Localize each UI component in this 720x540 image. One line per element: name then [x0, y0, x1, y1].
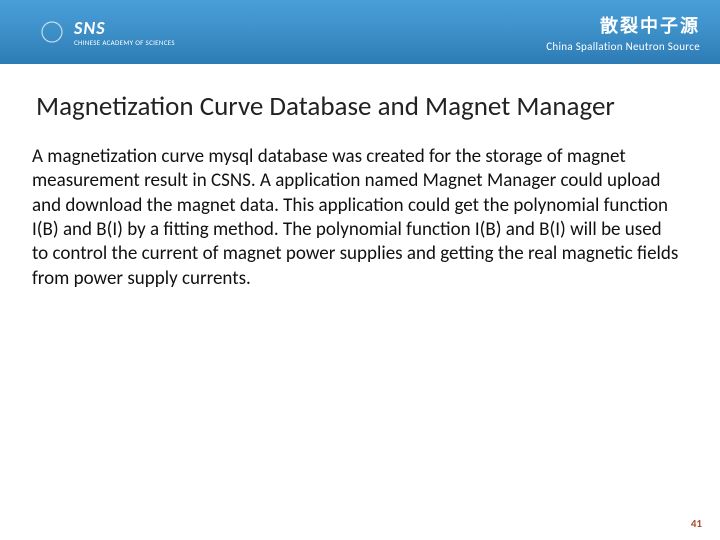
logo-subline: CHINESE ACADEMY OF SCIENCES — [74, 39, 175, 46]
slide-title: Magnetization Curve Database and Magnet … — [0, 64, 720, 141]
logo-text: SNS CHINESE ACADEMY OF SCIENCES — [74, 19, 175, 46]
header-cjk: 散裂中子源 — [546, 12, 700, 38]
logo-abbrev: SNS — [74, 19, 175, 37]
body-paragraph: A magnetization curve mysql database was… — [0, 141, 720, 291]
header-right: 散裂中子源 China Spallation Neutron Source — [546, 12, 704, 53]
header-bar: SNS CHINESE ACADEMY OF SCIENCES 散裂中子源 Ch… — [0, 0, 720, 64]
page-number: 41 — [691, 517, 702, 530]
logo-block: SNS CHINESE ACADEMY OF SCIENCES — [24, 10, 175, 54]
sns-logo-icon — [24, 10, 68, 54]
header-right-subline: China Spallation Neutron Source — [546, 40, 700, 53]
